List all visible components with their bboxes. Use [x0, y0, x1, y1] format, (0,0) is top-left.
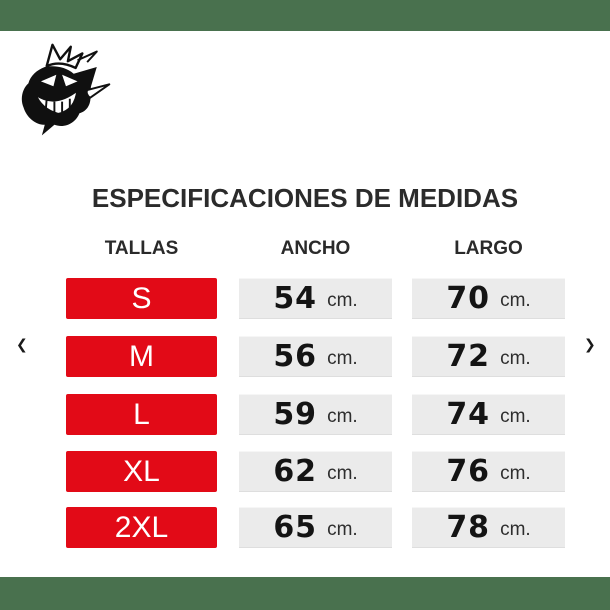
carousel-prev-icon[interactable]: ❮	[14, 334, 30, 356]
width-number: 56	[273, 339, 318, 374]
width-value-box: 54 cm.	[239, 278, 392, 319]
unit-label: cm.	[327, 347, 358, 369]
unit-label: cm.	[500, 462, 531, 484]
unit-label: cm.	[500, 289, 531, 311]
unit-label: cm.	[500, 518, 531, 540]
table-row: 2XL 65 cm. 78 cm.	[0, 507, 610, 548]
length-number: 70	[446, 281, 491, 316]
table-row: XL 62 cm. 76 cm.	[0, 451, 610, 492]
gengar-icon	[21, 43, 111, 136]
length-value-box: 78 cm.	[412, 507, 565, 548]
table-row: S 54 cm. 70 cm.	[0, 278, 610, 319]
length-number: 72	[446, 339, 491, 374]
size-badge: 2XL	[66, 507, 217, 548]
unit-label: cm.	[327, 462, 358, 484]
unit-label: cm.	[327, 518, 358, 540]
size-badge: L	[66, 394, 217, 435]
carousel-next-icon[interactable]: ❯	[582, 334, 598, 356]
width-value-box: 62 cm.	[239, 451, 392, 492]
length-value-box: 76 cm.	[412, 451, 565, 492]
size-badge: XL	[66, 451, 217, 492]
length-number: 74	[446, 397, 491, 432]
width-number: 65	[273, 510, 318, 545]
unit-label: cm.	[327, 405, 358, 427]
width-number: 54	[273, 281, 318, 316]
table-row: L 59 cm. 74 cm.	[0, 394, 610, 435]
width-number: 59	[273, 397, 318, 432]
column-header-width: ANCHO	[280, 238, 351, 259]
width-number: 62	[273, 454, 318, 489]
width-value-box: 59 cm.	[239, 394, 392, 435]
table-row: M 56 cm. 72 cm.	[0, 336, 610, 377]
unit-label: cm.	[327, 289, 358, 311]
length-number: 76	[446, 454, 491, 489]
width-value-box: 65 cm.	[239, 507, 392, 548]
size-badge: S	[66, 278, 217, 319]
unit-label: cm.	[500, 347, 531, 369]
page-title: ESPECIFICACIONES DE MEDIDAS	[91, 183, 519, 213]
length-value-box: 70 cm.	[412, 278, 565, 319]
length-value-box: 72 cm.	[412, 336, 565, 377]
width-value-box: 56 cm.	[239, 336, 392, 377]
length-value-box: 74 cm.	[412, 394, 565, 435]
column-header-length: LARGO	[454, 238, 523, 259]
column-header-sizes: TALLAS	[104, 238, 179, 259]
size-badge: M	[66, 336, 217, 377]
top-green-band	[0, 0, 610, 31]
bottom-green-band	[0, 577, 610, 610]
unit-label: cm.	[500, 405, 531, 427]
length-number: 78	[446, 510, 491, 545]
